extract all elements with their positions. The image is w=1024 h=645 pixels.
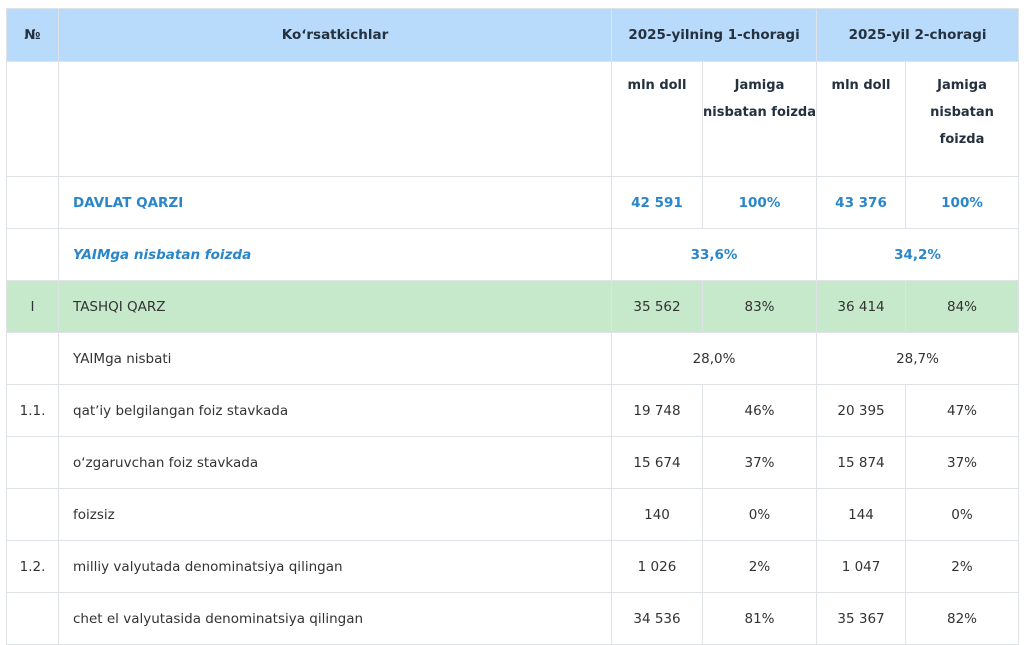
col-header-q1: 2025-yilning 1-choragi (610, 8, 818, 62)
q2-value: 144 (816, 488, 907, 541)
table-row-national-currency: 1.2. milliy valyutada denominatsiya qili… (6, 540, 1020, 593)
table-row-foreign-currency: chet el valyutasida denominatsiya qiling… (6, 592, 1020, 645)
q1-merged-value: 28,0% (610, 332, 818, 385)
col-header-q2: 2025-yil 2-choragi (816, 8, 1020, 62)
row-number: 1.2. (6, 540, 59, 593)
row-label: qatʼiy belgilangan foiz stavkada (58, 384, 612, 437)
q2-merged-value: 28,7% (816, 332, 1020, 385)
row-number (6, 332, 59, 385)
subheader-q2-share: Jamiga nisbatan foizda (905, 61, 1020, 177)
q1-percent: 2% (701, 540, 818, 593)
q1-value: 19 748 (611, 384, 703, 437)
table-row-fixed-rate: 1.1. qatʼiy belgilangan foiz stavkada 19… (6, 384, 1020, 437)
q1-percent: 83% (701, 280, 818, 333)
empty-cell (58, 61, 612, 177)
row-number: 1.1. (6, 384, 59, 437)
q1-value: 15 674 (611, 436, 703, 489)
table-row-external-debt: I TASHQI QARZ 35 562 83% 36 414 84% (6, 280, 1020, 333)
subheader-q1-unit: mln doll (611, 61, 703, 177)
q2-value: 35 367 (816, 592, 907, 645)
q1-value: 140 (611, 488, 703, 541)
row-number (6, 436, 59, 489)
table-row-state-debt: DAVLAT QARZI 42 591 100% 43 376 100% (6, 176, 1020, 229)
table-header-row: № Koʻrsatkichlar 2025-yilning 1-choragi … (6, 8, 1020, 62)
q1-merged-value: 33,6% (610, 228, 818, 281)
row-label: TASHQI QARZ (58, 280, 612, 333)
q1-percent: 37% (701, 436, 818, 489)
debt-table-container: № Koʻrsatkichlar 2025-yilning 1-choragi … (6, 8, 1020, 645)
q2-value: 36 414 (816, 280, 907, 333)
q2-value: 20 395 (816, 384, 907, 437)
row-label: chet el valyutasida denominatsiya qiling… (58, 592, 612, 645)
q1-value: 34 536 (611, 592, 703, 645)
q1-percent: 0% (701, 488, 818, 541)
q2-percent: 0% (905, 488, 1020, 541)
q1-percent: 81% (701, 592, 818, 645)
q1-value: 42 591 (611, 176, 703, 229)
row-number: I (6, 280, 59, 333)
q2-value: 1 047 (816, 540, 907, 593)
q1-value: 35 562 (611, 280, 703, 333)
row-number (6, 228, 59, 281)
q2-merged-value: 34,2% (816, 228, 1020, 281)
row-number (6, 488, 59, 541)
row-label: oʻzgaruvchan foiz stavkada (58, 436, 612, 489)
empty-cell (6, 61, 59, 177)
table-subheader-row: mln doll Jamiga nisbatan foizda mln doll… (6, 61, 1020, 177)
row-label: YAIMga nisbatan foizda (58, 228, 612, 281)
row-label: YAIMga nisbati (58, 332, 612, 385)
q2-percent: 47% (905, 384, 1020, 437)
q2-value: 43 376 (816, 176, 907, 229)
q1-percent: 46% (701, 384, 818, 437)
row-label: DAVLAT QARZI (58, 176, 612, 229)
row-label: milliy valyutada denominatsiya qilingan (58, 540, 612, 593)
q1-percent: 100% (701, 176, 818, 229)
col-header-indicators: Koʻrsatkichlar (58, 8, 612, 62)
q2-percent: 82% (905, 592, 1020, 645)
q1-value: 1 026 (611, 540, 703, 593)
row-label: foizsiz (58, 488, 612, 541)
row-number (6, 176, 59, 229)
table-row-variable-rate: oʻzgaruvchan foiz stavkada 15 674 37% 15… (6, 436, 1020, 489)
state-debt-table: № Koʻrsatkichlar 2025-yilning 1-choragi … (6, 8, 1020, 645)
q2-value: 15 874 (816, 436, 907, 489)
q2-percent: 2% (905, 540, 1020, 593)
table-row-interest-free: foizsiz 140 0% 144 0% (6, 488, 1020, 541)
table-row-gdp-share: YAIMga nisbatan foizda 33,6% 34,2% (6, 228, 1020, 281)
col-header-number: № (6, 8, 59, 62)
subheader-q1-share: Jamiga nisbatan foizda (701, 61, 818, 177)
subheader-q2-unit: mln doll (816, 61, 907, 177)
row-number (6, 592, 59, 645)
q2-percent: 84% (905, 280, 1020, 333)
q2-percent: 100% (905, 176, 1020, 229)
q2-percent: 37% (905, 436, 1020, 489)
table-row-gdp-ratio: YAIMga nisbati 28,0% 28,7% (6, 332, 1020, 385)
